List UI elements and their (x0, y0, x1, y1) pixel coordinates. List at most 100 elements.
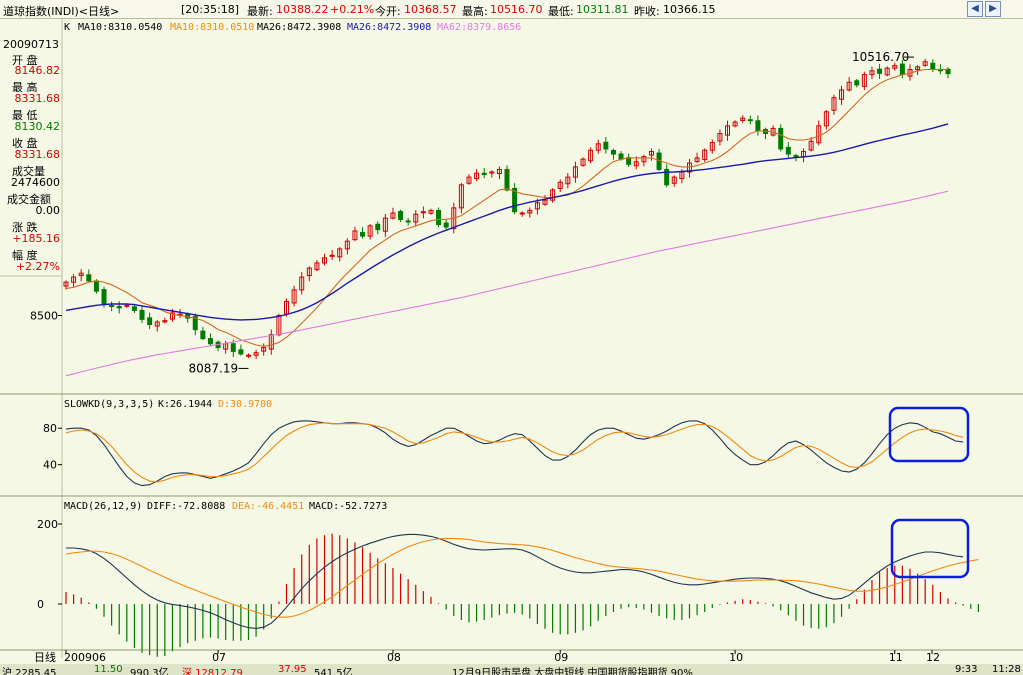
open-label: 今开: (375, 5, 401, 18)
candle-body (823, 111, 829, 127)
candle-body (869, 70, 875, 76)
candle-body (466, 176, 472, 184)
info-panel: 20090713 开 盘 8146.82 最 高 8331.68 最 低 813… (0, 18, 62, 658)
legend-ma26b: MA26:8472.3908 (347, 22, 431, 33)
candle-body (337, 248, 343, 258)
candle-body (329, 254, 335, 257)
legend-ma62: MA62:8379.8656 (437, 22, 521, 33)
candle-body (595, 143, 601, 151)
candle-body (899, 63, 905, 76)
macd-legend-diff: DIFF:-72.8088 (147, 501, 225, 512)
ma-line-ma26 (65, 123, 949, 321)
kd-title: SLOWKD(9,3,3,5) (64, 399, 154, 410)
low-value: 10311.81 (576, 3, 629, 16)
candle-body (846, 81, 852, 91)
candle-body (382, 217, 388, 232)
prev-close-label: 昨收: (634, 5, 660, 18)
ma-line-ma62 (65, 190, 949, 377)
candle-body (352, 230, 358, 241)
candle-body (892, 65, 898, 69)
ma-line-ma10 (65, 68, 948, 347)
macd-line-dea (65, 537, 979, 618)
candle-body (603, 141, 609, 150)
candle-body (648, 150, 654, 156)
candle-body (839, 89, 845, 100)
kd-legend-k: K:26.1944 (158, 399, 212, 410)
candle-body (922, 61, 928, 66)
stock-chart[interactable]: K MA10:8310.0540 MA10:8310.0510 MA26:847… (0, 18, 1023, 664)
candle-body (694, 157, 700, 162)
high-value: 10516.70 (490, 3, 543, 16)
status-item: 12月9日股市早盘 大盘中短线 中国期货股指期货 90% (452, 668, 693, 675)
candle-body (314, 262, 320, 271)
legend-ma26: MA26:8472.3908 (257, 22, 341, 33)
x-tick-label: 11 (889, 651, 903, 664)
candle-body (785, 146, 791, 155)
volume-label: 成交量 (12, 165, 45, 178)
candle-body (420, 211, 426, 214)
time-readout: [20:35:18] (181, 3, 239, 16)
candle-body (861, 74, 867, 87)
candle-body (139, 309, 145, 320)
highlight-box-kd (888, 406, 970, 463)
candle-body (375, 223, 381, 231)
high-value: 8331.68 (14, 92, 61, 105)
candle-body (481, 172, 487, 176)
legend-k: K (64, 22, 70, 33)
candle-body (702, 149, 708, 160)
macd-tick-label: 0 (37, 598, 44, 611)
candle-body (519, 212, 525, 215)
candle-body (367, 225, 373, 237)
status-item: 990.3亿 (130, 668, 169, 675)
arrow-left-icon[interactable]: ◀ (967, 1, 983, 17)
candle-body (915, 66, 921, 70)
status-item: 37.95 (278, 664, 307, 675)
candle-body (268, 334, 274, 350)
candle-body (245, 354, 251, 357)
candle-body (877, 68, 883, 74)
status-item: 541.5亿 (314, 668, 353, 675)
candle-body (405, 220, 411, 223)
percent-value: +2.27% (15, 260, 60, 273)
candle-body (816, 125, 822, 144)
candle-body (588, 149, 594, 162)
candle-body (884, 67, 890, 76)
low-value: 8130.42 (14, 120, 61, 133)
candle-body (565, 176, 571, 185)
high-annotation: 10516.70 (852, 50, 909, 64)
candle-body (207, 338, 213, 345)
candle-body (534, 202, 540, 210)
candle-body (732, 121, 738, 127)
candle-body (109, 305, 115, 308)
x-tick-label: 07 (212, 651, 226, 664)
status-item: 9:33 (955, 664, 978, 675)
x-tick-label: 200906 (64, 651, 106, 664)
status-item: 深 12812.79 (182, 668, 243, 675)
status-item: 11.50 (94, 664, 123, 675)
chart-title: 道琼指数(INDI)<日线> (3, 5, 120, 18)
x-axis-ticks: 200906 07 08 09 10 11 12 (64, 650, 940, 664)
candle-body (580, 158, 586, 166)
macd-line-diff (66, 533, 964, 629)
candle-body (930, 62, 936, 70)
candle-body (717, 133, 723, 142)
candle-body (413, 213, 419, 223)
candle-body (398, 210, 404, 220)
low-label: 最 低 (12, 109, 38, 122)
candle-body (306, 267, 312, 277)
legend-ma10b: MA10:8310.0510 (170, 22, 254, 33)
candle-body (436, 209, 442, 226)
candle-body (572, 166, 578, 178)
open-value: 10368.57 (404, 3, 457, 16)
candle-body (686, 162, 692, 173)
candle-body (709, 142, 715, 151)
open-value: 8146.82 (14, 64, 61, 77)
candle-body (542, 199, 548, 205)
candle-body (261, 347, 267, 352)
candle-body (230, 343, 236, 352)
arrow-right-icon[interactable]: ▶ (985, 1, 1001, 17)
volume-value: 2474600 (11, 176, 60, 189)
candle-body (671, 176, 677, 184)
kd-tick-label: 40 (43, 459, 57, 472)
